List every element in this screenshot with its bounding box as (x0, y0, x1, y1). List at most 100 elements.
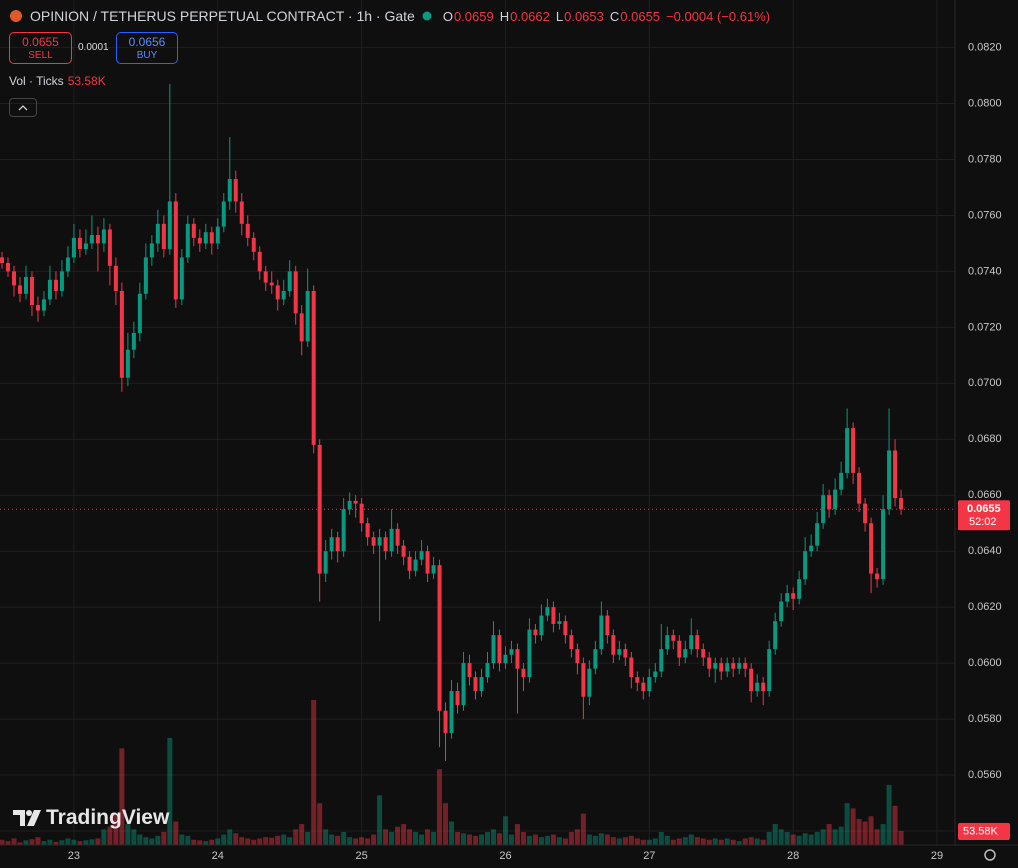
candle-body (431, 565, 436, 574)
y-tick-label: 0.0640 (968, 545, 1002, 557)
volume-bar (65, 838, 71, 845)
candle-body (0, 257, 4, 264)
volume-bar (520, 831, 526, 845)
candle-body (383, 537, 388, 552)
candle-body (671, 635, 676, 641)
candle-body (239, 201, 244, 224)
volume-bar (245, 838, 251, 845)
settings-icon[interactable] (984, 849, 996, 861)
volume-bar (568, 831, 574, 845)
candle-body (131, 332, 136, 350)
volume-bar (508, 834, 514, 845)
buy-label: BUY (136, 50, 158, 61)
volume-value: 53.58K (67, 74, 106, 88)
volume-bar (329, 834, 335, 845)
volume-bar (89, 839, 95, 845)
volume-bar (868, 816, 874, 845)
candle-body (161, 223, 166, 250)
volume-bar (371, 834, 377, 845)
collapse-button[interactable] (9, 98, 37, 117)
candle-body (155, 223, 160, 244)
volume-bar (700, 838, 706, 845)
volume-bar (383, 829, 389, 845)
candle-body (179, 257, 184, 300)
volume-last-label: 53.58K (963, 825, 999, 837)
volume-bar (694, 837, 700, 845)
candle-body (263, 271, 268, 283)
candle-body (833, 489, 838, 510)
volume-bar (712, 838, 718, 845)
candle-body (11, 271, 16, 286)
volume-bar (425, 829, 431, 845)
x-tick-label: 27 (643, 850, 655, 862)
volume-bar (886, 784, 892, 845)
grid (0, 0, 955, 845)
candle-body (113, 265, 118, 291)
candle-body (509, 649, 514, 655)
volume-bar (880, 824, 886, 845)
volume-bar (323, 829, 329, 845)
volume-bar (437, 769, 443, 845)
candle-body (803, 551, 808, 580)
last-price-label: 0.0655 (967, 503, 1001, 515)
candle-body (227, 179, 232, 202)
candle-body (491, 635, 496, 664)
candle-body (23, 277, 28, 294)
volume-bar (269, 837, 275, 845)
candle-body (773, 621, 778, 650)
candle-body (461, 663, 466, 706)
candle-body (575, 649, 580, 664)
candle-body (209, 232, 214, 244)
volume-bar (826, 824, 832, 845)
candle-body (551, 607, 556, 624)
volume-bar (478, 834, 484, 845)
volume-bar (167, 737, 173, 845)
candle-body (851, 428, 856, 473)
candle-body (221, 201, 226, 227)
candle-body (611, 635, 616, 655)
sell-button[interactable]: 0.0655 SELL (9, 32, 72, 64)
volume-bar (790, 834, 796, 845)
volume-bar (550, 834, 556, 845)
ohlc-value: 0.0659 (453, 8, 494, 24)
candle-body (455, 691, 460, 706)
volume-bar (173, 821, 179, 845)
candle-body (173, 201, 178, 300)
volume-bar (628, 835, 634, 845)
volume-bar (892, 805, 898, 845)
x-tick-label: 23 (68, 850, 80, 862)
volume-bar (233, 833, 239, 845)
volume-bar (808, 834, 814, 845)
x-tick-label: 26 (499, 850, 511, 862)
ohlc-value: 0.0662 (510, 8, 550, 24)
volume-bar (676, 838, 682, 845)
volume-bar (856, 818, 862, 845)
candle-body (59, 271, 64, 291)
y-tick-label: 0.0740 (968, 265, 1002, 277)
volume-bar (161, 831, 167, 845)
symbol-title: OPINION / TETHERUS PERPETUAL CONTRACT · … (30, 8, 415, 24)
candle-body (359, 503, 364, 524)
volume-bar (179, 834, 185, 845)
ohlc-key: L (555, 8, 564, 24)
candle-body (815, 523, 820, 546)
candle-body (809, 545, 814, 552)
volume-bar (281, 834, 287, 845)
volume-bar (760, 839, 766, 845)
volume-bar (556, 837, 562, 845)
candle-body (251, 237, 256, 252)
ohlc-key: C (609, 8, 620, 24)
volume-bar (652, 838, 658, 845)
buy-button[interactable]: 0.0656 BUY (116, 32, 178, 64)
candle-body (119, 290, 124, 378)
x-tick-label: 24 (212, 850, 224, 862)
volume-bar (844, 803, 850, 845)
volume-bar (670, 839, 676, 845)
candle-body (233, 179, 238, 202)
candle-body (569, 635, 574, 650)
volume-bar (796, 835, 802, 845)
volume-bar (784, 831, 790, 845)
candle-body (821, 495, 826, 524)
volume-bar (724, 838, 730, 845)
